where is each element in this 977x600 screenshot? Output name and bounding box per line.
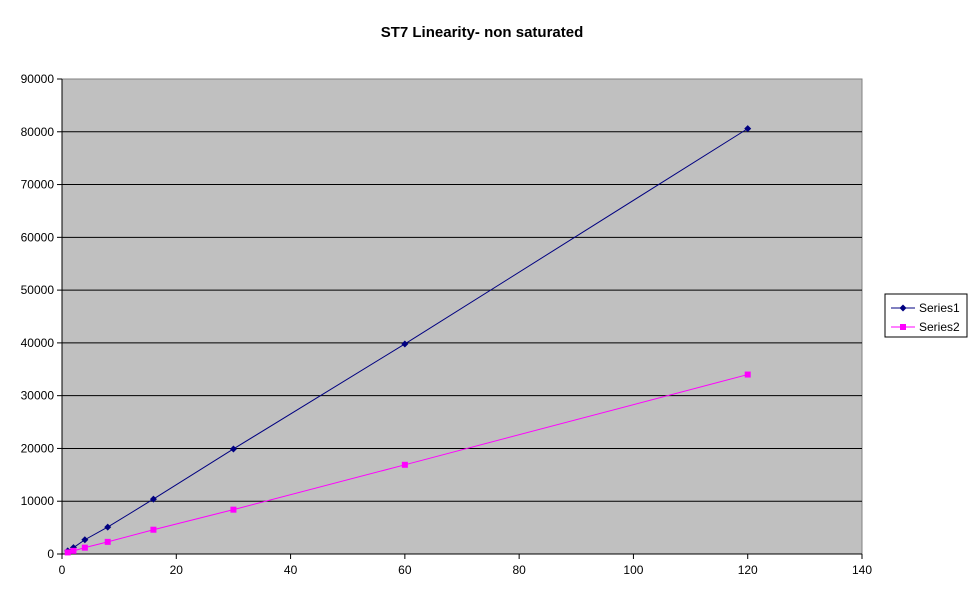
y-tick-label: 10000 [21, 494, 55, 508]
x-tick-label: 80 [512, 563, 526, 577]
y-tick-label: 70000 [21, 178, 55, 192]
chart-title: ST7 Linearity- non saturated [381, 24, 584, 41]
data-point [104, 538, 111, 545]
x-tick-label: 120 [738, 563, 758, 577]
x-tick-label: 60 [398, 563, 412, 577]
data-point [230, 506, 237, 513]
legend-marker [899, 304, 907, 312]
data-point [744, 371, 751, 378]
grid-lines [62, 131, 862, 502]
x-tick-label: 40 [284, 563, 298, 577]
data-point [229, 445, 237, 453]
y-tick-label: 30000 [21, 389, 55, 403]
data-point [104, 523, 112, 531]
plot-area [61, 78, 863, 555]
series-series1 [64, 125, 752, 555]
data-point [81, 536, 89, 544]
y-tick-label: 90000 [21, 72, 55, 86]
series-layer [64, 125, 752, 556]
data-point [401, 340, 409, 348]
y-tick-label: 20000 [21, 441, 55, 455]
legend-label: Series2 [919, 320, 960, 334]
data-point [150, 526, 157, 533]
y-tick-label: 40000 [21, 336, 55, 350]
x-tick-label: 140 [852, 563, 872, 577]
legend-box [884, 293, 968, 338]
data-point [64, 549, 71, 556]
data-point [81, 544, 88, 551]
y-tick-label: 50000 [21, 283, 55, 297]
legend-marker [900, 324, 906, 330]
y-tick-label: 60000 [21, 230, 55, 244]
legend-entry-series1: Series1 [891, 301, 960, 315]
x-tick-label: 100 [623, 563, 643, 577]
y-tick-label: 0 [47, 547, 54, 561]
series-series2 [64, 371, 751, 556]
x-tick-label: 20 [170, 563, 184, 577]
axes: 0 10000 20000 30000 40000 50000 60000 70000 8000… [21, 72, 873, 577]
legend: Series1 Series2 [884, 293, 968, 338]
legend-entry-series2: Series2 [891, 320, 960, 334]
x-tick-label: 0 [59, 563, 66, 577]
data-point [149, 495, 157, 503]
legend-label: Series1 [919, 301, 960, 315]
data-point [70, 547, 77, 554]
y-tick-label: 80000 [21, 125, 55, 139]
data-point [401, 461, 408, 468]
data-point [744, 125, 752, 133]
